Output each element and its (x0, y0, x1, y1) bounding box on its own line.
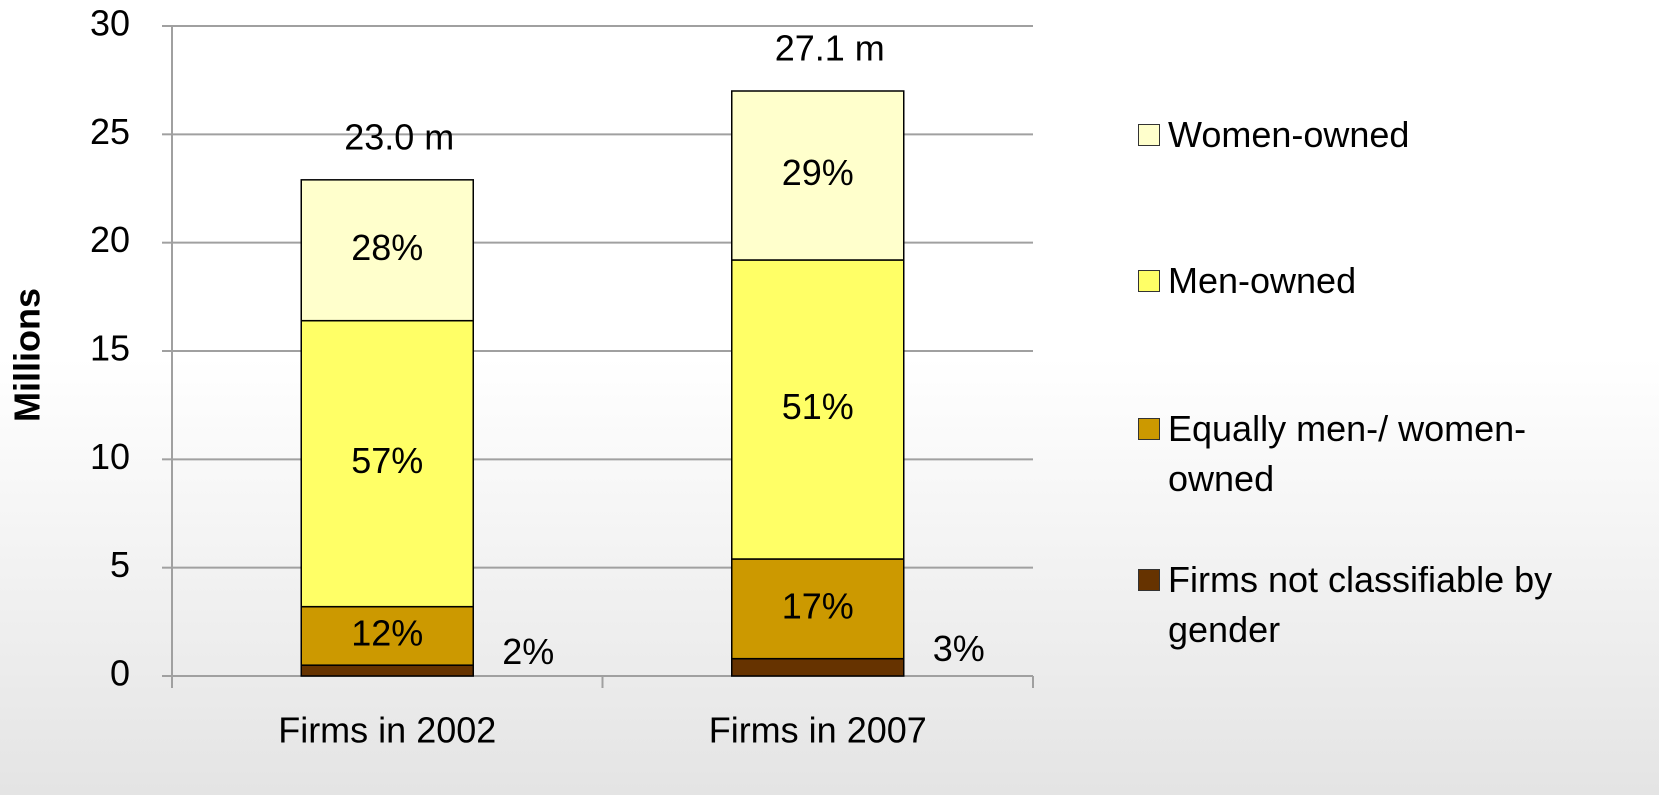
data-label: 3% (933, 628, 985, 669)
legend-swatch (1138, 270, 1160, 292)
total-label: 23.0 m (344, 116, 454, 157)
y-tick-label: 10 (90, 436, 130, 477)
y-tick-label: 30 (90, 3, 130, 44)
bar-segment (731, 90, 905, 261)
legend-swatch (1138, 569, 1160, 591)
legend-item: Men-owned (1138, 256, 1568, 306)
y-axis-title: Millions (7, 288, 48, 422)
bar-segment (300, 319, 474, 608)
data-label: 12% (351, 612, 423, 653)
data-label: 51% (782, 386, 854, 427)
legend-item: Firms not classifiable by gender (1138, 555, 1568, 655)
x-tick-label: Firms in 2007 (709, 710, 927, 751)
bar-segment (731, 259, 905, 560)
legend-label: Men-owned (1168, 260, 1357, 301)
bar-segment (300, 179, 474, 322)
legend-label: Women-owned (1168, 114, 1410, 155)
y-tick-label: 0 (110, 653, 130, 694)
legend-item: Equally men-/ women-owned (1138, 404, 1568, 504)
data-label: 57% (351, 440, 423, 481)
y-tick-label: 20 (90, 219, 130, 260)
y-tick-label: 5 (110, 544, 130, 585)
legend-label: Equally men-/ women-owned (1168, 408, 1527, 499)
data-label: 28% (351, 227, 423, 268)
x-tick-label: Firms in 2002 (278, 710, 496, 751)
data-label: 2% (502, 631, 554, 672)
legend-label: Firms not classifiable by gender (1168, 559, 1553, 650)
y-tick-label: 15 (90, 328, 130, 369)
bar-segment (300, 664, 474, 677)
bar-segment (731, 657, 905, 677)
legend-swatch (1138, 418, 1160, 440)
bar-segment (731, 558, 905, 660)
legend-swatch (1138, 124, 1160, 146)
data-label: 29% (782, 152, 854, 193)
total-label: 27.1 m (775, 28, 885, 69)
bar-segment (300, 605, 474, 666)
y-tick-label: 25 (90, 111, 130, 152)
data-label: 17% (782, 585, 854, 626)
legend-item: Women-owned (1138, 110, 1568, 160)
